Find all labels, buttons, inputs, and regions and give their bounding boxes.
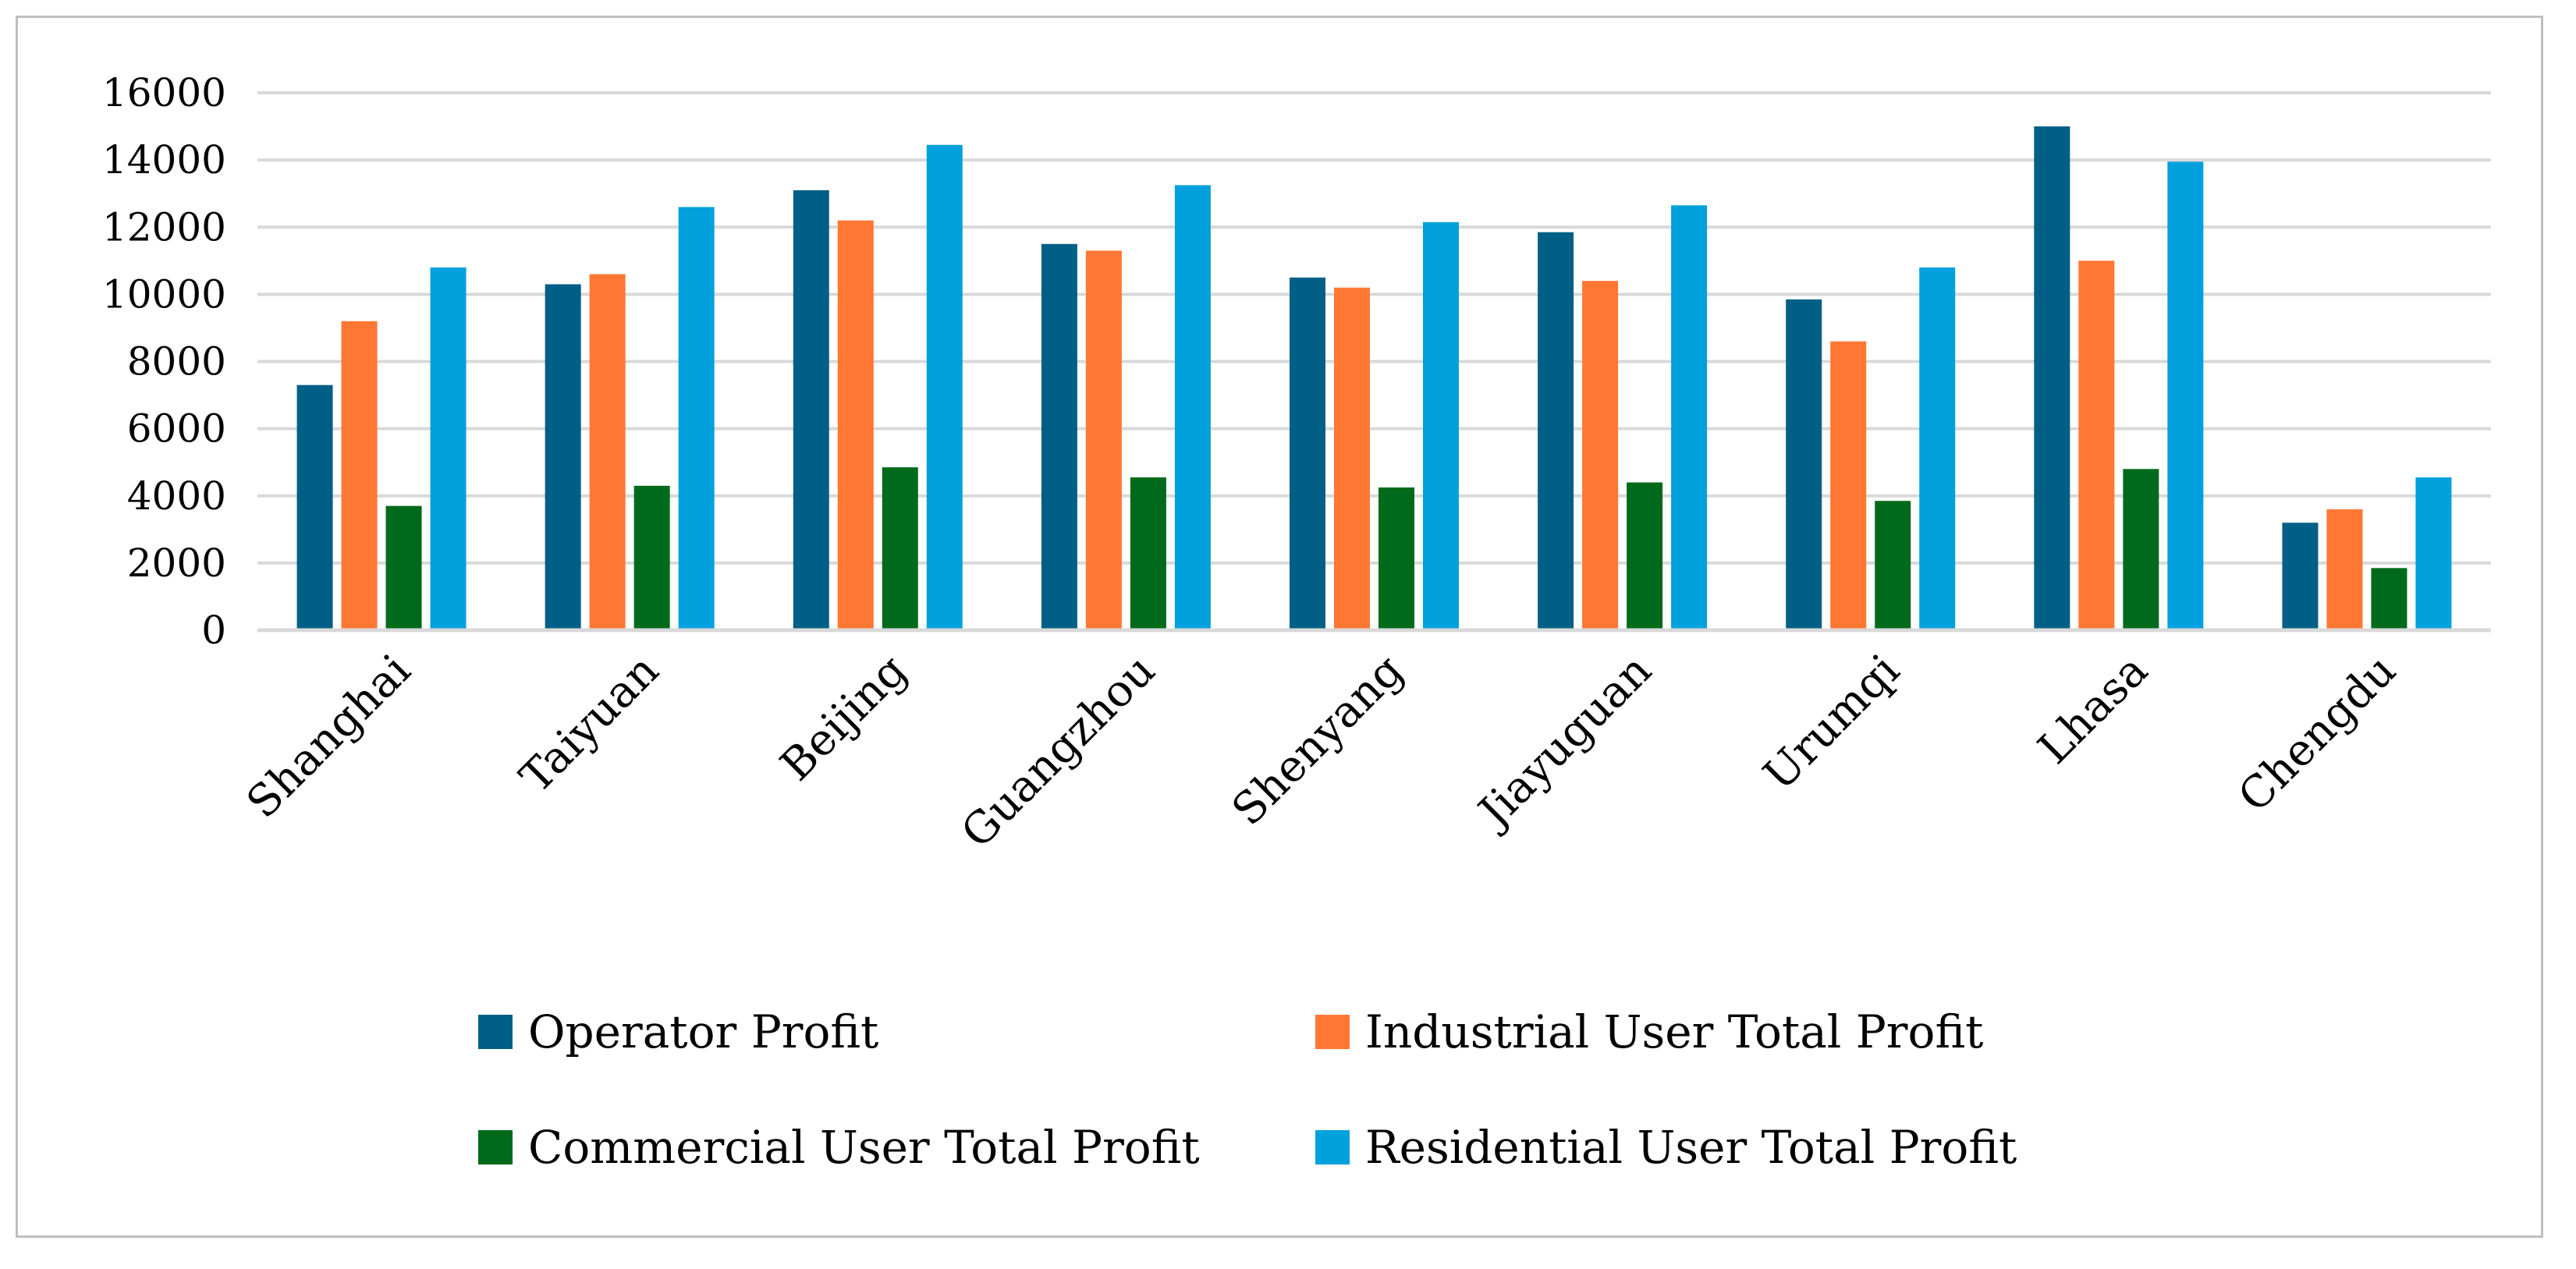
y-tick-label: 14000 xyxy=(102,137,226,183)
x-category-label: Shanghai xyxy=(237,645,420,828)
bar-guangzhou-series-2 xyxy=(1085,250,1122,630)
x-category-label: Taiyuan xyxy=(511,645,669,803)
bar-taiyuan-series-2 xyxy=(589,274,626,630)
bar-urumqi-series-1 xyxy=(1786,299,1822,630)
y-tick-label: 8000 xyxy=(127,339,226,385)
bar-urumqi-series-3 xyxy=(1875,501,1911,630)
legend-item-3: Commercial User Total Profit xyxy=(478,1121,1200,1174)
legend-label: Residential User Total Profit xyxy=(1365,1121,2017,1174)
bar-taiyuan-series-3 xyxy=(633,485,670,630)
bar-shenyang-series-4 xyxy=(1423,222,1459,630)
bar-guangzhou-series-4 xyxy=(1174,185,1211,630)
bar-beijing-series-1 xyxy=(793,190,829,631)
x-category-label: Shenyang xyxy=(1222,645,1413,835)
legend-swatch xyxy=(1315,1130,1350,1164)
bar-lhasa-series-2 xyxy=(2078,261,2115,630)
bar-beijing-series-4 xyxy=(926,144,963,630)
bar-shanghai-series-4 xyxy=(430,267,467,630)
y-tick-label: 4000 xyxy=(127,473,226,519)
y-tick-label: 2000 xyxy=(127,541,226,586)
bar-shenyang-series-1 xyxy=(1290,277,1325,630)
bar-chengdu-series-3 xyxy=(2371,568,2407,630)
bar-jiayuguan-series-4 xyxy=(1671,205,1708,630)
bar-chengdu-series-4 xyxy=(2415,477,2452,630)
bar-jiayuguan-series-3 xyxy=(1627,482,1663,630)
legend-item-1: Operator Profit xyxy=(478,1005,878,1058)
bar-urumqi-series-4 xyxy=(1919,267,1956,630)
x-category-label: Guangzhou xyxy=(952,645,1165,858)
legend-label: Industrial User Total Profit xyxy=(1365,1005,1983,1058)
bar-shanghai-series-1 xyxy=(296,385,333,630)
bar-beijing-series-2 xyxy=(837,220,874,630)
bar-chengdu-series-1 xyxy=(2282,523,2319,630)
bar-guangzhou-series-1 xyxy=(1041,243,1077,630)
bar-chart: 0 2000 4000 6000 8000 10000 12000 14000 16000 Sha… xyxy=(102,70,2491,1174)
bar-urumqi-series-2 xyxy=(1830,341,1867,630)
y-tick-label: 12000 xyxy=(102,204,226,250)
bar-taiyuan-series-4 xyxy=(678,207,715,631)
chart-frame: 0 2000 4000 6000 8000 10000 12000 14000 16000 Sha… xyxy=(16,16,2543,1238)
bars xyxy=(296,126,2452,631)
bar-shanghai-series-2 xyxy=(341,321,378,630)
bar-guangzhou-series-3 xyxy=(1130,477,1166,630)
x-category-label: Chengdu xyxy=(2229,645,2406,822)
legend-swatch xyxy=(1315,1015,1350,1049)
bar-jiayuguan-series-1 xyxy=(1538,232,1574,630)
legend-item-4: Residential User Total Profit xyxy=(1315,1121,2017,1174)
legend: Operator Profit Industrial User Total Pro… xyxy=(478,1005,2017,1174)
y-tick-label: 10000 xyxy=(102,271,226,317)
legend-swatch xyxy=(478,1130,513,1164)
legend-swatch xyxy=(478,1015,513,1049)
x-category-label: Lhasa xyxy=(2028,645,2157,774)
bar-shenyang-series-3 xyxy=(1378,487,1414,630)
bar-shanghai-series-3 xyxy=(385,505,422,630)
gridlines xyxy=(257,91,2491,565)
bar-lhasa-series-1 xyxy=(2034,126,2070,630)
bar-taiyuan-series-1 xyxy=(545,284,581,630)
legend-label: Operator Profit xyxy=(528,1005,878,1058)
bar-lhasa-series-4 xyxy=(2167,161,2204,630)
y-tick-label: 16000 xyxy=(102,70,226,115)
bar-lhasa-series-3 xyxy=(2123,469,2159,630)
y-tick-label: 0 xyxy=(201,608,226,653)
legend-label: Commercial User Total Profit xyxy=(528,1121,1200,1174)
bar-chengdu-series-2 xyxy=(2326,509,2363,630)
bar-beijing-series-3 xyxy=(882,467,918,630)
x-category-label: Jiayuguan xyxy=(1467,645,1661,839)
bar-shenyang-series-2 xyxy=(1334,287,1370,630)
y-tick-label: 6000 xyxy=(127,406,226,452)
legend-item-2: Industrial User Total Profit xyxy=(1315,1005,1983,1058)
x-category-label: Beijing xyxy=(771,645,917,791)
bar-jiayuguan-series-2 xyxy=(1582,281,1619,630)
x-category-label: Urumqi xyxy=(1754,645,1909,800)
